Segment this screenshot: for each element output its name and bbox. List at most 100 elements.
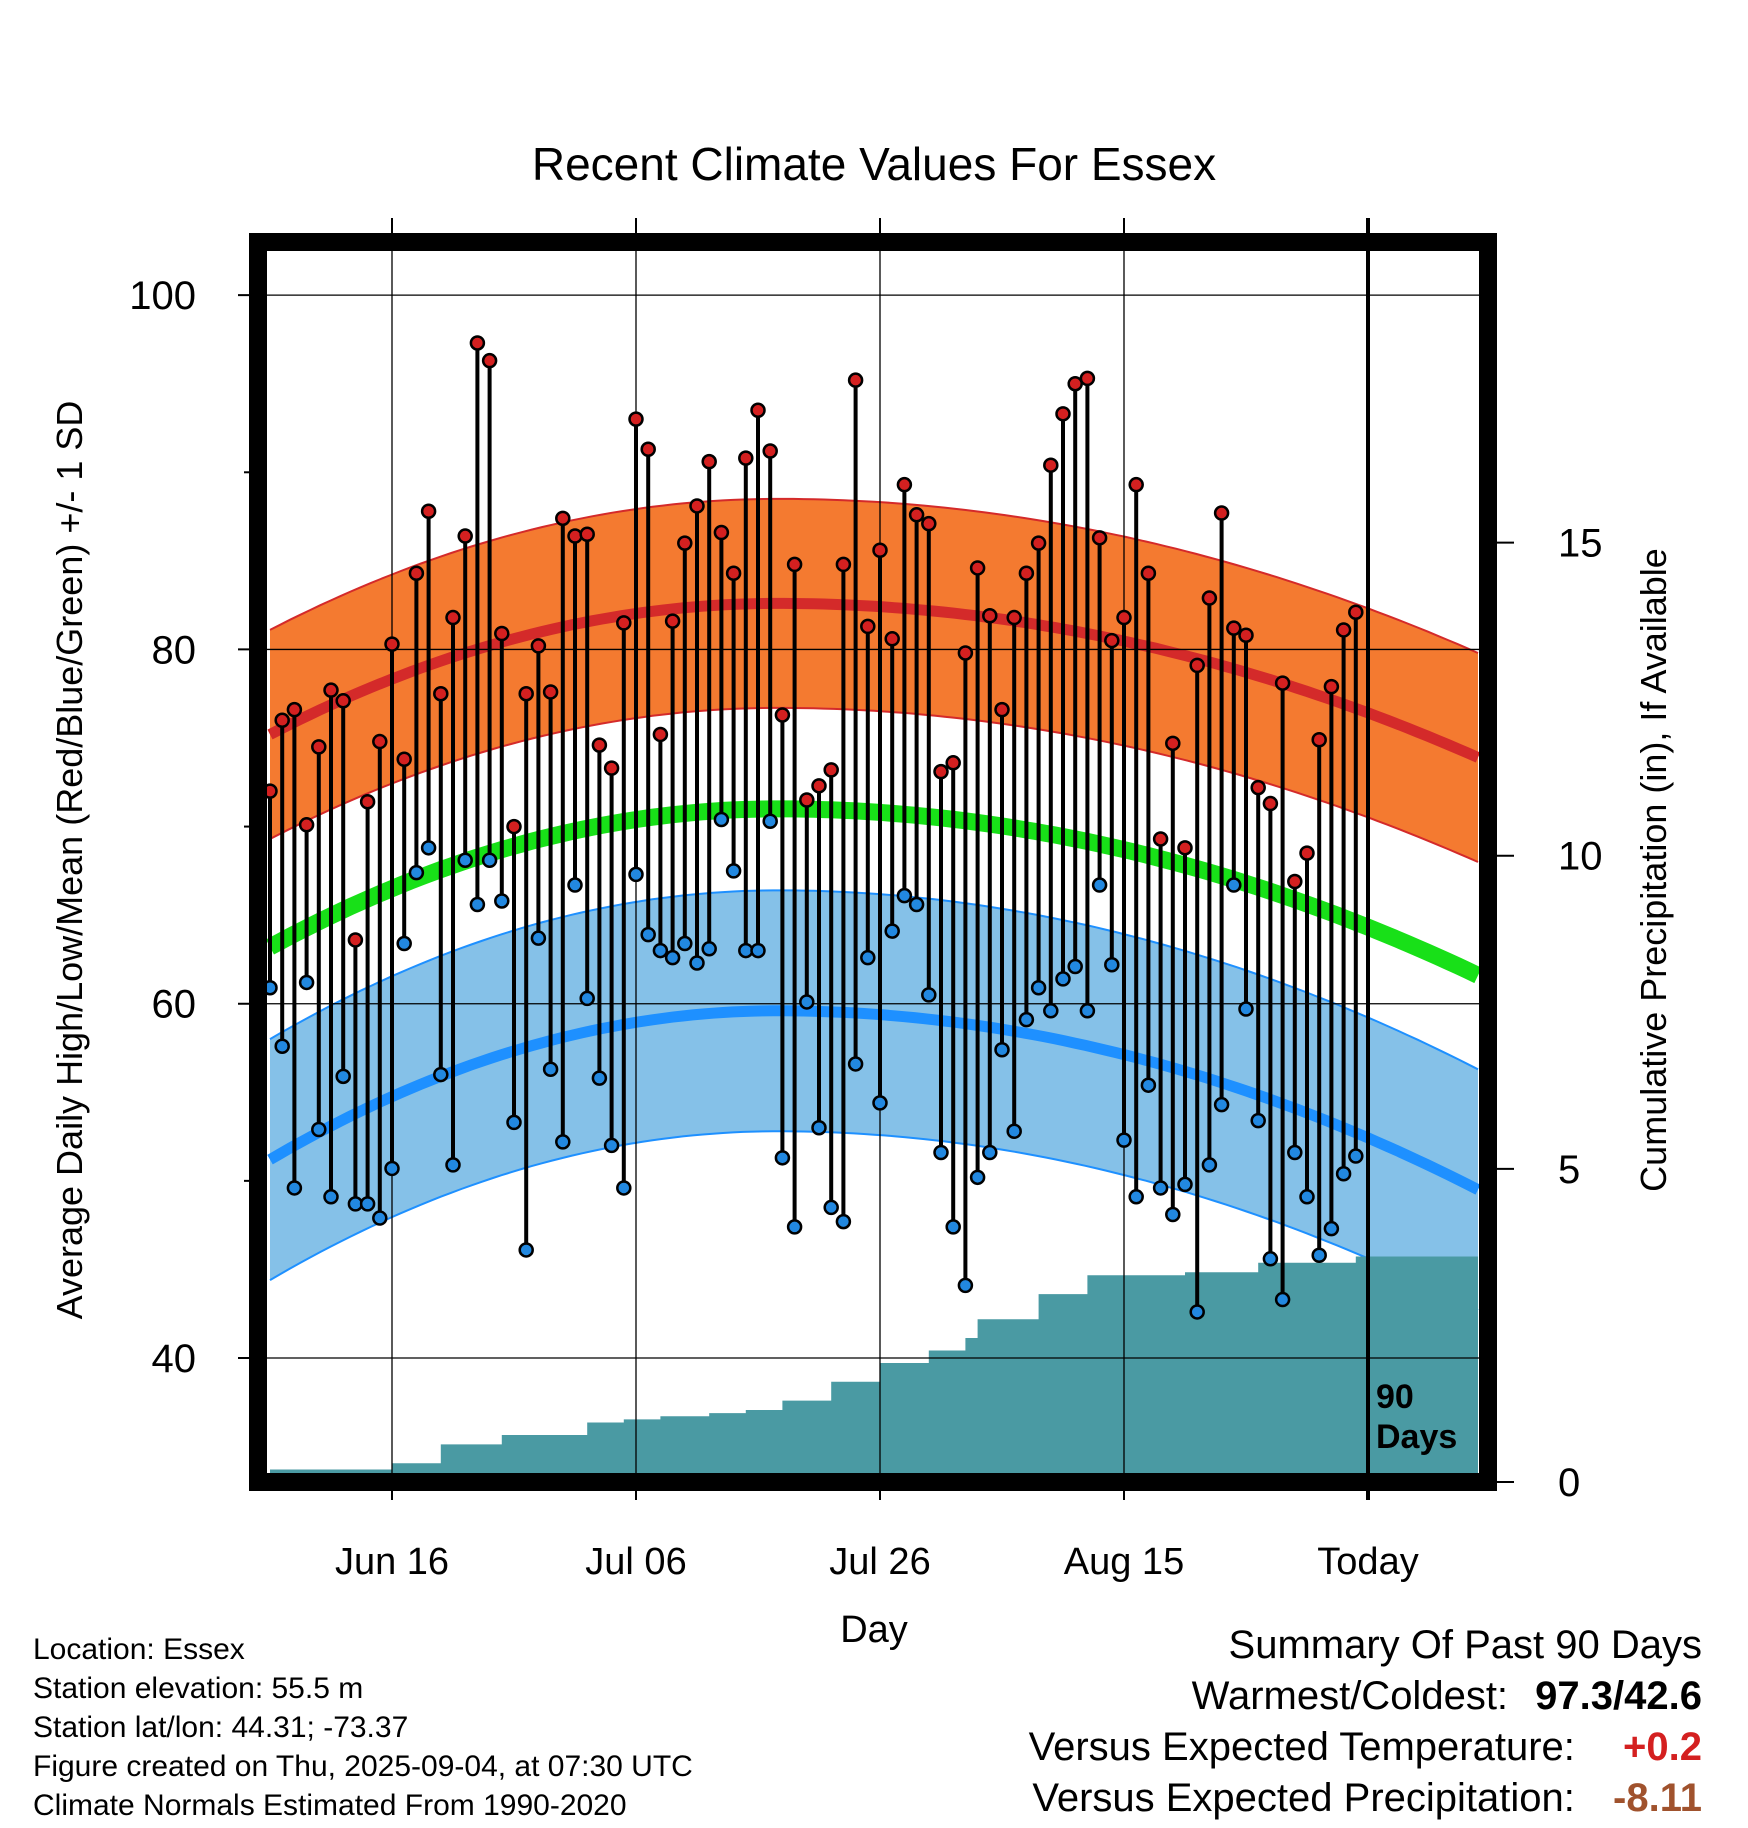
daily-high-point <box>933 763 949 780</box>
daily-low-point <box>567 877 583 893</box>
daily-high-point <box>469 335 486 351</box>
daily-low-point <box>1335 1166 1352 1182</box>
x-tick-label: Jul 06 <box>585 1541 686 1583</box>
daily-low-point <box>725 863 742 879</box>
daily-low-point <box>799 994 815 1010</box>
daily-high-point <box>1335 622 1352 638</box>
daily-high-point <box>506 818 522 835</box>
daily-high-point <box>603 760 620 776</box>
daily-high-point <box>1104 632 1120 649</box>
daily-low-point <box>1091 877 1108 893</box>
daily-high-point <box>1116 609 1132 626</box>
daily-low-point <box>1055 971 1071 987</box>
daily-data <box>262 335 1364 1320</box>
daily-high-point <box>359 794 376 810</box>
daily-low-point <box>445 1157 461 1173</box>
daily-high-point <box>713 524 730 541</box>
daily-high-point <box>286 701 303 718</box>
daily-high-point <box>738 450 754 466</box>
daily-high-point <box>896 476 913 493</box>
daily-low-point <box>664 949 681 966</box>
daily-high-point <box>1067 375 1083 392</box>
daily-high-point <box>1287 873 1303 890</box>
daily-low-point <box>1177 1176 1193 1193</box>
daily-high-point <box>677 535 693 551</box>
precip-area <box>270 1256 1478 1482</box>
daily-high-point <box>652 726 669 743</box>
daily-low-point <box>603 1137 620 1154</box>
daily-low-point <box>774 1150 791 1166</box>
daily-high-point <box>811 778 827 794</box>
daily-low-point <box>1104 956 1120 973</box>
daily-low-point <box>713 811 730 828</box>
daily-high-point <box>1177 840 1193 856</box>
axis-ticks: Jun 16 Jul 06 Jul 26 Aug 15 Today 40 60 80 100 0 5… <box>129 218 1603 1583</box>
daily-low-point <box>481 852 498 868</box>
daily-high-point <box>921 515 937 532</box>
daily-low-point <box>628 866 644 883</box>
daily-low-point <box>555 1134 571 1150</box>
daily-low-point <box>1238 1001 1254 1017</box>
daily-low-point <box>616 1180 632 1196</box>
daily-high-point <box>1030 535 1047 551</box>
y-axis-right-label: Cumulative Precipitation (in), If Availa… <box>1633 548 1674 1192</box>
period-label: 90 Days <box>1376 1378 1457 1456</box>
daily-high-point <box>725 565 742 582</box>
daily-high-point <box>908 507 925 523</box>
y-axis-left-label: Average Daily High/Low/Mean (Red/Blue/Gr… <box>49 401 90 1320</box>
daily-low-point <box>1274 1291 1291 1308</box>
daily-low-point <box>1201 1157 1218 1173</box>
daily-low-point <box>835 1213 852 1230</box>
daily-high-point <box>1299 845 1315 861</box>
daily-high-point <box>1018 565 1035 582</box>
summary-panel: Summary Of Past 90 Days Warmest/Coldest:… <box>1029 1620 1702 1824</box>
daily-low-point <box>1043 1003 1059 1019</box>
warmest-coldest-row: Warmest/Coldest: 97.3/42.6 <box>1029 1671 1702 1722</box>
daily-high-point <box>335 693 351 709</box>
daily-high-point <box>1189 657 1205 674</box>
daily-low-point <box>1006 1123 1022 1140</box>
plot-frame: 90 Days <box>249 218 1497 1500</box>
daily-low-point <box>1250 1112 1266 1129</box>
period-label-line: Days <box>1376 1418 1457 1456</box>
daily-high-point <box>347 932 364 948</box>
daily-low-point <box>689 955 705 971</box>
daily-high-point <box>298 817 315 833</box>
daily-high-point <box>567 528 583 544</box>
daily-low-point <box>884 923 900 939</box>
daily-low-point <box>506 1114 522 1131</box>
daily-low-point <box>1067 958 1083 975</box>
daily-low-point <box>591 1070 608 1086</box>
daily-high-point <box>579 526 595 543</box>
latlon-text: Station lat/lon: 44.31; -73.37 <box>33 1711 409 1744</box>
daily-low-point <box>921 987 937 1003</box>
high-sd-upper-edge <box>269 497 1479 654</box>
daily-high-point <box>420 503 437 520</box>
daily-high-point <box>1140 565 1157 582</box>
daily-low-point <box>1226 877 1242 893</box>
normal-low-line <box>267 1005 1481 1195</box>
chart-title: Recent Climate Values For Essex <box>532 138 1216 190</box>
y-left-tick-label: 100 <box>129 274 196 318</box>
daily-low-point <box>1030 980 1047 996</box>
daily-low-point <box>762 813 778 830</box>
low-sd-upper-edge <box>269 889 1479 1071</box>
daily-high-point <box>1348 604 1364 620</box>
daily-low-point <box>1189 1304 1205 1320</box>
daily-low-point <box>372 1210 388 1226</box>
daily-low-point <box>1311 1247 1327 1264</box>
daily-low-point <box>1348 1148 1364 1164</box>
daily-low-point <box>957 1277 974 1294</box>
daily-low-point <box>530 930 547 946</box>
daily-high-point <box>1043 457 1059 473</box>
normals-text: Climate Normals Estimated From 1990-2020 <box>33 1789 627 1822</box>
daily-high-point <box>555 510 571 527</box>
daily-low-point <box>1152 1180 1169 1196</box>
daily-high-point <box>542 684 559 700</box>
daily-low-point <box>298 974 315 991</box>
daily-high-point <box>823 762 839 778</box>
daily-high-point <box>786 556 803 573</box>
daily-high-point <box>518 685 534 702</box>
daily-high-point <box>945 755 961 771</box>
daily-high-point <box>847 372 864 388</box>
